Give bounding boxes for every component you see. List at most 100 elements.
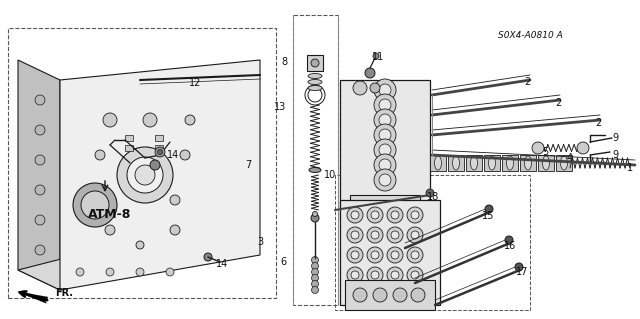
Bar — [556, 155, 572, 171]
Circle shape — [387, 207, 403, 223]
Circle shape — [391, 251, 399, 259]
Circle shape — [407, 207, 423, 223]
Bar — [340, 80, 430, 220]
Circle shape — [374, 94, 396, 116]
Text: 18: 18 — [427, 192, 439, 202]
Circle shape — [577, 142, 589, 154]
Circle shape — [117, 147, 173, 203]
Circle shape — [374, 154, 396, 176]
Text: 7: 7 — [245, 160, 251, 170]
Text: 17: 17 — [516, 267, 528, 277]
Circle shape — [95, 150, 105, 160]
Ellipse shape — [435, 156, 442, 170]
Circle shape — [106, 268, 114, 276]
Circle shape — [157, 150, 163, 154]
Ellipse shape — [470, 156, 477, 170]
Circle shape — [371, 271, 379, 279]
Circle shape — [312, 286, 319, 293]
Ellipse shape — [506, 156, 513, 170]
Circle shape — [411, 288, 425, 302]
Text: 16: 16 — [504, 241, 516, 251]
Circle shape — [81, 191, 109, 219]
Circle shape — [127, 157, 163, 193]
Circle shape — [369, 201, 381, 213]
Bar — [307, 55, 323, 71]
Circle shape — [136, 241, 144, 249]
Circle shape — [312, 280, 319, 287]
Circle shape — [76, 268, 84, 276]
Circle shape — [367, 227, 383, 243]
Text: 15: 15 — [482, 211, 494, 221]
Circle shape — [371, 231, 379, 239]
Circle shape — [373, 288, 387, 302]
Circle shape — [505, 236, 513, 244]
Text: 9: 9 — [612, 133, 618, 143]
Circle shape — [105, 225, 115, 235]
Circle shape — [387, 227, 403, 243]
Circle shape — [155, 147, 165, 157]
Circle shape — [391, 211, 399, 219]
Circle shape — [384, 201, 396, 213]
Circle shape — [387, 267, 403, 283]
Text: 13: 13 — [274, 102, 286, 112]
Circle shape — [485, 205, 493, 213]
Bar — [430, 155, 446, 171]
Ellipse shape — [561, 156, 568, 170]
Circle shape — [373, 53, 379, 59]
Circle shape — [35, 125, 45, 135]
Circle shape — [365, 68, 375, 78]
Circle shape — [399, 201, 411, 213]
Text: 6: 6 — [280, 257, 286, 267]
Circle shape — [374, 79, 396, 101]
Text: 4: 4 — [567, 153, 573, 163]
Polygon shape — [18, 235, 200, 290]
Circle shape — [379, 99, 391, 111]
Bar — [538, 155, 554, 171]
Circle shape — [367, 267, 383, 283]
Circle shape — [150, 160, 160, 170]
Bar — [340, 200, 440, 305]
Bar — [345, 280, 435, 310]
Circle shape — [35, 245, 45, 255]
Circle shape — [312, 263, 319, 270]
Text: 14: 14 — [216, 259, 228, 269]
Circle shape — [374, 109, 396, 131]
Circle shape — [180, 150, 190, 160]
Circle shape — [312, 269, 319, 276]
Bar — [125, 135, 133, 141]
Circle shape — [170, 195, 180, 205]
Circle shape — [374, 139, 396, 161]
Text: 8: 8 — [281, 57, 287, 67]
Bar — [502, 155, 518, 171]
Circle shape — [311, 214, 319, 222]
Circle shape — [312, 256, 319, 263]
Polygon shape — [18, 60, 60, 290]
Circle shape — [393, 288, 407, 302]
Bar — [155, 145, 163, 151]
Ellipse shape — [452, 156, 460, 170]
Circle shape — [312, 275, 319, 281]
Circle shape — [353, 81, 367, 95]
Circle shape — [351, 271, 359, 279]
Circle shape — [35, 185, 45, 195]
Circle shape — [166, 268, 174, 276]
Circle shape — [515, 263, 523, 271]
Circle shape — [204, 253, 212, 261]
Text: FR.: FR. — [55, 288, 73, 298]
Circle shape — [136, 268, 144, 276]
Bar — [520, 155, 536, 171]
Bar — [466, 155, 482, 171]
Ellipse shape — [488, 156, 495, 170]
Ellipse shape — [308, 73, 322, 78]
Circle shape — [35, 155, 45, 165]
Circle shape — [374, 124, 396, 146]
Circle shape — [35, 95, 45, 105]
Ellipse shape — [543, 156, 550, 170]
Circle shape — [411, 211, 419, 219]
Polygon shape — [60, 60, 260, 290]
Text: 5: 5 — [542, 147, 548, 157]
Bar — [484, 155, 500, 171]
Circle shape — [311, 59, 319, 67]
Circle shape — [379, 159, 391, 171]
Bar — [448, 155, 464, 171]
